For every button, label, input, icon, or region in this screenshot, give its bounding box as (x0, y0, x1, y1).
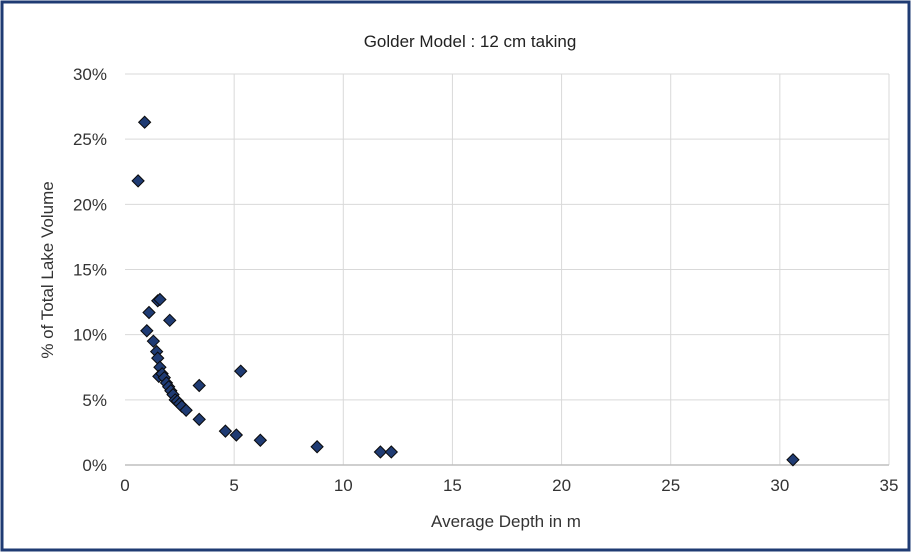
data-point (192, 412, 206, 427)
data-point (373, 445, 388, 459)
x-tick-label: 5 (229, 476, 238, 495)
data-point (131, 174, 145, 188)
y-tick-label: 0% (82, 456, 107, 475)
data-point (142, 305, 156, 320)
x-axis-title: Average Depth in m (431, 512, 581, 531)
x-tick-label: 25 (661, 476, 680, 495)
y-tick-label: 15% (73, 261, 107, 280)
data-point (384, 445, 399, 459)
x-tick-label: 15 (443, 476, 462, 495)
tick-labels: 0 5 10 15 20 25 30 35 0% 5% 10% 15% 20% 25% 30% (73, 65, 898, 495)
data-point (310, 440, 324, 454)
x-tick-label: 30 (770, 476, 789, 495)
data-point (179, 403, 193, 417)
y-axis-title: % of Total Lake Volume (38, 181, 57, 358)
x-tick-label: 20 (552, 476, 571, 495)
data-points (131, 115, 800, 467)
y-tick-label: 25% (73, 130, 107, 149)
data-point (218, 424, 233, 438)
x-tick-label: 10 (334, 476, 353, 495)
data-point (786, 453, 800, 467)
data-point (192, 378, 206, 393)
data-point (153, 292, 167, 307)
y-tick-label: 5% (82, 391, 107, 410)
data-point (163, 313, 177, 328)
data-point (233, 364, 248, 378)
data-point (137, 115, 152, 129)
grid-lines (125, 73, 890, 465)
y-tick-label: 10% (73, 326, 107, 345)
y-tick-label: 30% (73, 65, 107, 84)
x-tick-label: 0 (120, 476, 129, 495)
x-tick-label: 35 (880, 476, 899, 495)
data-point (253, 433, 268, 447)
chart-title: Golder Model : 12 cm taking (364, 32, 577, 51)
data-point (146, 334, 161, 348)
data-point (140, 324, 154, 338)
data-point (229, 428, 244, 442)
y-tick-label: 20% (73, 195, 107, 214)
